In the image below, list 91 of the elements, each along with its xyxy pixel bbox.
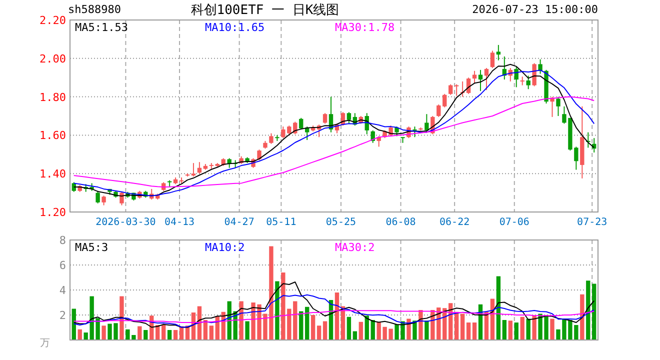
candlestick [526,75,530,90]
candlestick [191,162,196,177]
y-tick-label: 2.20 [40,14,66,27]
line-series [73,96,595,188]
candlestick [532,62,536,87]
bar [299,311,304,340]
bar [412,320,417,340]
candlestick [520,76,524,86]
bar [161,325,166,340]
text: MA10:2 [205,241,245,254]
x-tick-label: 06-08 [386,217,416,228]
bar [502,320,507,340]
candlestick [412,126,417,138]
bar [592,284,596,340]
bar [138,326,142,340]
bar [526,318,530,340]
line-series [73,282,595,328]
bar [466,322,471,340]
bar [520,316,524,340]
bar [245,321,250,340]
candlestick [269,132,274,144]
bar [102,326,106,340]
bar [293,301,298,340]
candlestick [197,162,202,174]
candlestick [484,68,489,91]
candlestick [490,50,495,68]
bar [305,306,310,340]
bar [316,326,322,340]
y-tick-label: 1.60 [40,129,66,142]
candlestick [442,93,447,108]
chart-subtitle: sh588980 [68,3,121,16]
bar [346,316,352,340]
text: MA30:2 [335,241,375,254]
x-tick-label: 06-22 [440,217,470,228]
candlestick [394,126,399,137]
x-tick-label: 05-11 [266,217,296,228]
candlestick [257,149,262,161]
candlestick [96,190,100,204]
candlestick [346,112,352,124]
bar [550,318,554,340]
bar [472,322,477,340]
candlestick [454,84,459,96]
y-tick-label: 2.00 [40,52,66,66]
x-tick-label: 07-23 [577,217,608,228]
bar [209,326,214,340]
x-tick-label: 2026-03-30 [96,217,156,228]
line-series [73,310,595,323]
y-tick-label: 1.80 [40,90,66,104]
bar [78,329,82,340]
candlestick [496,44,501,61]
x-tick-label: 07-06 [499,217,530,228]
y-tick-label: 1.40 [40,168,66,181]
line-series [73,294,595,328]
candlestick [538,58,542,74]
bar [322,321,328,340]
bar [167,330,172,340]
x-tick-label: 04-13 [164,217,195,228]
x-tick-label: 04-27 [224,217,254,228]
candlestick [478,69,483,92]
y-axis-title: 万 [40,338,50,349]
bar [460,314,465,340]
bar [358,322,363,340]
candlestick [556,96,560,116]
text: MA5:3 [75,241,108,254]
candlestick [448,84,453,96]
bar [239,301,244,340]
bar [144,330,148,340]
x-tick-label: 05-25 [326,217,356,228]
y-tick-label: 8 [59,234,66,247]
text: MA10:1.65 [205,21,265,34]
chart-title: 科创100ETF 一 日K线图 [190,3,340,18]
y-tick-label: 4 [59,284,66,297]
bar [532,316,536,340]
bar [508,320,512,340]
bar [310,315,316,340]
bar [173,330,178,340]
text: MA5:1.53 [75,21,128,34]
y-tick-label: 2 [59,309,66,322]
candlestick [120,191,124,206]
candlestick [102,195,106,206]
y-tick-label: 1.20 [40,206,66,219]
text: 2026-07-23 15:00:00 [472,3,598,16]
bar [514,322,518,340]
text: MA30:1.78 [335,21,395,34]
bar [275,281,280,340]
bar [120,296,124,340]
y-tick-label: 6 [59,259,66,272]
candlestick [472,70,477,84]
candlestick [436,104,441,118]
bar [424,320,429,340]
candlestick [322,112,328,124]
